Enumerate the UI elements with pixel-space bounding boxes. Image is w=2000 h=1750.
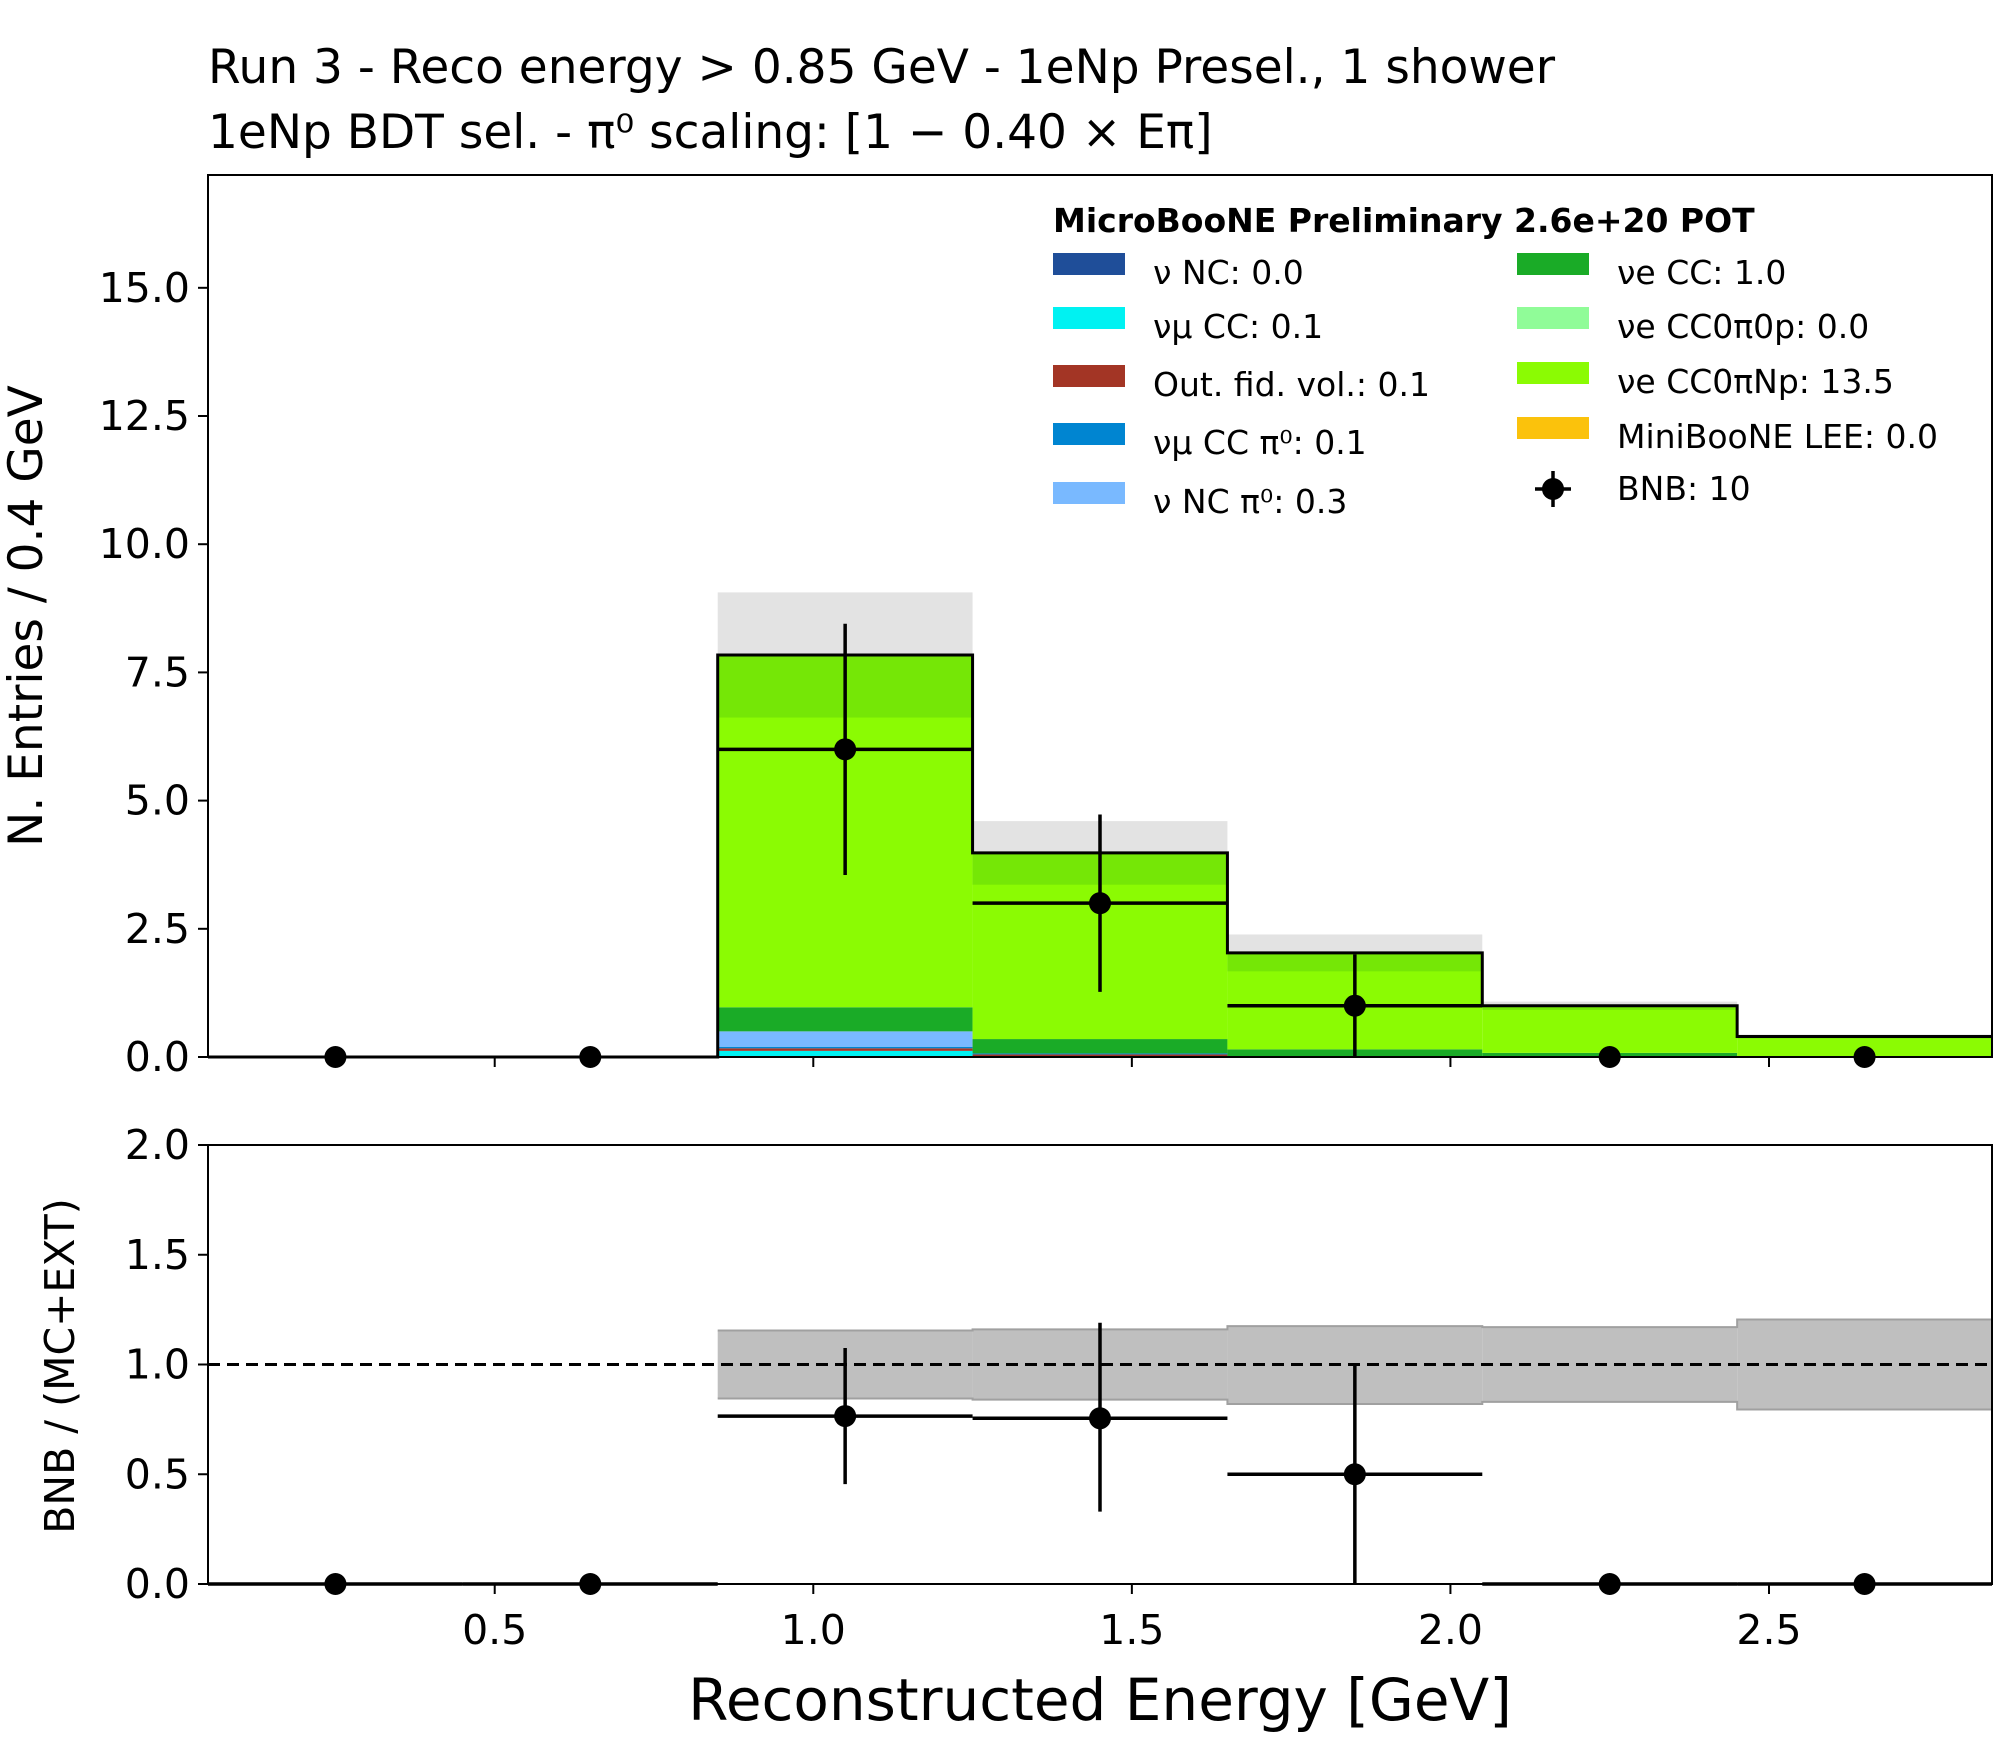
legend-swatch bbox=[1053, 253, 1125, 275]
chart-title-line1: Run 3 - Reco energy > 0.85 GeV - 1eNp Pr… bbox=[208, 40, 1556, 95]
x-tick-label: 1.0 bbox=[781, 1606, 846, 1654]
y-tick-label: 5.0 bbox=[125, 777, 190, 825]
x-axis-ticks: 0.5 1.0 1.5 2.0 2.5 bbox=[462, 1584, 1802, 1654]
legend-swatch bbox=[1053, 365, 1125, 387]
legend-label: Out. fid. vol.: 0.1 bbox=[1153, 365, 1430, 404]
legend-swatch bbox=[1517, 307, 1589, 329]
ratio-band-upper-edge bbox=[717, 1318, 1992, 1332]
stack-bar bbox=[717, 1048, 973, 1051]
data-point bbox=[834, 738, 857, 761]
ratio-y-axis-label: BNB / (MC+EXT) bbox=[36, 1198, 84, 1533]
legend-title: MicroBooNE Preliminary 2.6e+20 POT bbox=[1053, 201, 1755, 240]
main-y-axis-label: N. Entries / 0.4 GeV bbox=[0, 385, 54, 847]
y-tick-label: 7.5 bbox=[125, 648, 190, 696]
ratio-point bbox=[834, 1405, 857, 1428]
x-tick-label: 2.5 bbox=[1736, 1606, 1801, 1654]
ratio-y-tick-label: 1.5 bbox=[125, 1231, 190, 1279]
legend-swatch bbox=[1053, 307, 1125, 329]
legend-label: MiniBooNE LEE: 0.0 bbox=[1617, 417, 1938, 456]
x-tick-label: 2.0 bbox=[1418, 1606, 1483, 1654]
ratio-point bbox=[1343, 1463, 1366, 1486]
stack-bar bbox=[972, 1039, 1228, 1054]
ratio-y-tick-label: 0.0 bbox=[125, 1560, 190, 1608]
data-point bbox=[1343, 994, 1366, 1017]
main-histogram-panel: 0.0 2.5 5.0 7.5 10.0 12.5 15.0 N. Entries / 0.… bbox=[0, 174, 1993, 1081]
x-tick-label: 0.5 bbox=[462, 1606, 527, 1654]
y-tick-label: 10.0 bbox=[99, 520, 190, 568]
bnb-data-points bbox=[324, 623, 1876, 1068]
ratio-y-axis-ticks: 0.0 0.5 1.0 1.5 2.0 bbox=[125, 1121, 208, 1608]
chart-title-line2: 1eNp BDT sel. - π⁰ scaling: [1 − 0.40 × … bbox=[208, 105, 1213, 160]
legend-label: BNB: 10 bbox=[1617, 469, 1751, 508]
legend-swatch bbox=[1053, 423, 1125, 445]
legend-swatch bbox=[1517, 362, 1589, 384]
legend-label: ν NC π⁰: 0.3 bbox=[1153, 482, 1347, 521]
legend-data-marker bbox=[1542, 478, 1564, 500]
legend-swatch bbox=[1517, 417, 1589, 439]
legend-label: νμ CC π⁰: 0.1 bbox=[1153, 423, 1367, 462]
legend: MicroBooNE Preliminary 2.6e+20 POT ν NC:… bbox=[1053, 201, 1938, 521]
data-point bbox=[1089, 892, 1111, 915]
ratio-point bbox=[1089, 1407, 1111, 1430]
y-tick-label: 2.5 bbox=[125, 905, 190, 953]
legend-label: νe CC0πNp: 13.5 bbox=[1617, 362, 1894, 401]
legend-label: νe CC: 1.0 bbox=[1617, 253, 1786, 292]
stack-err-overlay bbox=[1482, 1005, 1738, 1010]
stack-bar bbox=[972, 1054, 1228, 1057]
stack-bar bbox=[1482, 1005, 1738, 1053]
legend-label: ν NC: 0.0 bbox=[1153, 253, 1304, 292]
stack-bar bbox=[972, 1053, 1228, 1055]
ratio-y-tick-label: 2.0 bbox=[125, 1121, 190, 1169]
y-tick-label: 12.5 bbox=[99, 392, 190, 440]
legend-label: νe CC0π0p: 0.0 bbox=[1617, 307, 1869, 346]
x-tick-label: 1.5 bbox=[1099, 1606, 1164, 1654]
legend-swatch bbox=[1517, 253, 1589, 275]
ratio-panel: 0.0 0.5 1.0 1.5 2.0 0.5 1.0 1.5 2.0 2.5 BNB / (M… bbox=[36, 1121, 1993, 1734]
stack-bar bbox=[717, 1007, 973, 1032]
stack-bar bbox=[717, 1050, 973, 1057]
ratio-y-tick-label: 1.0 bbox=[125, 1341, 190, 1389]
x-axis-label: Reconstructed Energy [GeV] bbox=[688, 1666, 1512, 1734]
y-tick-label: 0.0 bbox=[125, 1033, 190, 1081]
stack-bar bbox=[717, 1031, 973, 1047]
legend-label: νμ CC: 0.1 bbox=[1153, 307, 1323, 346]
stack-bar bbox=[717, 1046, 973, 1049]
main-plot-frame bbox=[207, 174, 1993, 1058]
main-y-axis-ticks: 0.0 2.5 5.0 7.5 10.0 12.5 15.0 bbox=[99, 264, 1770, 1081]
y-tick-label: 15.0 bbox=[99, 264, 190, 312]
ratio-y-tick-label: 0.5 bbox=[125, 1450, 190, 1498]
legend-swatch bbox=[1053, 482, 1125, 504]
